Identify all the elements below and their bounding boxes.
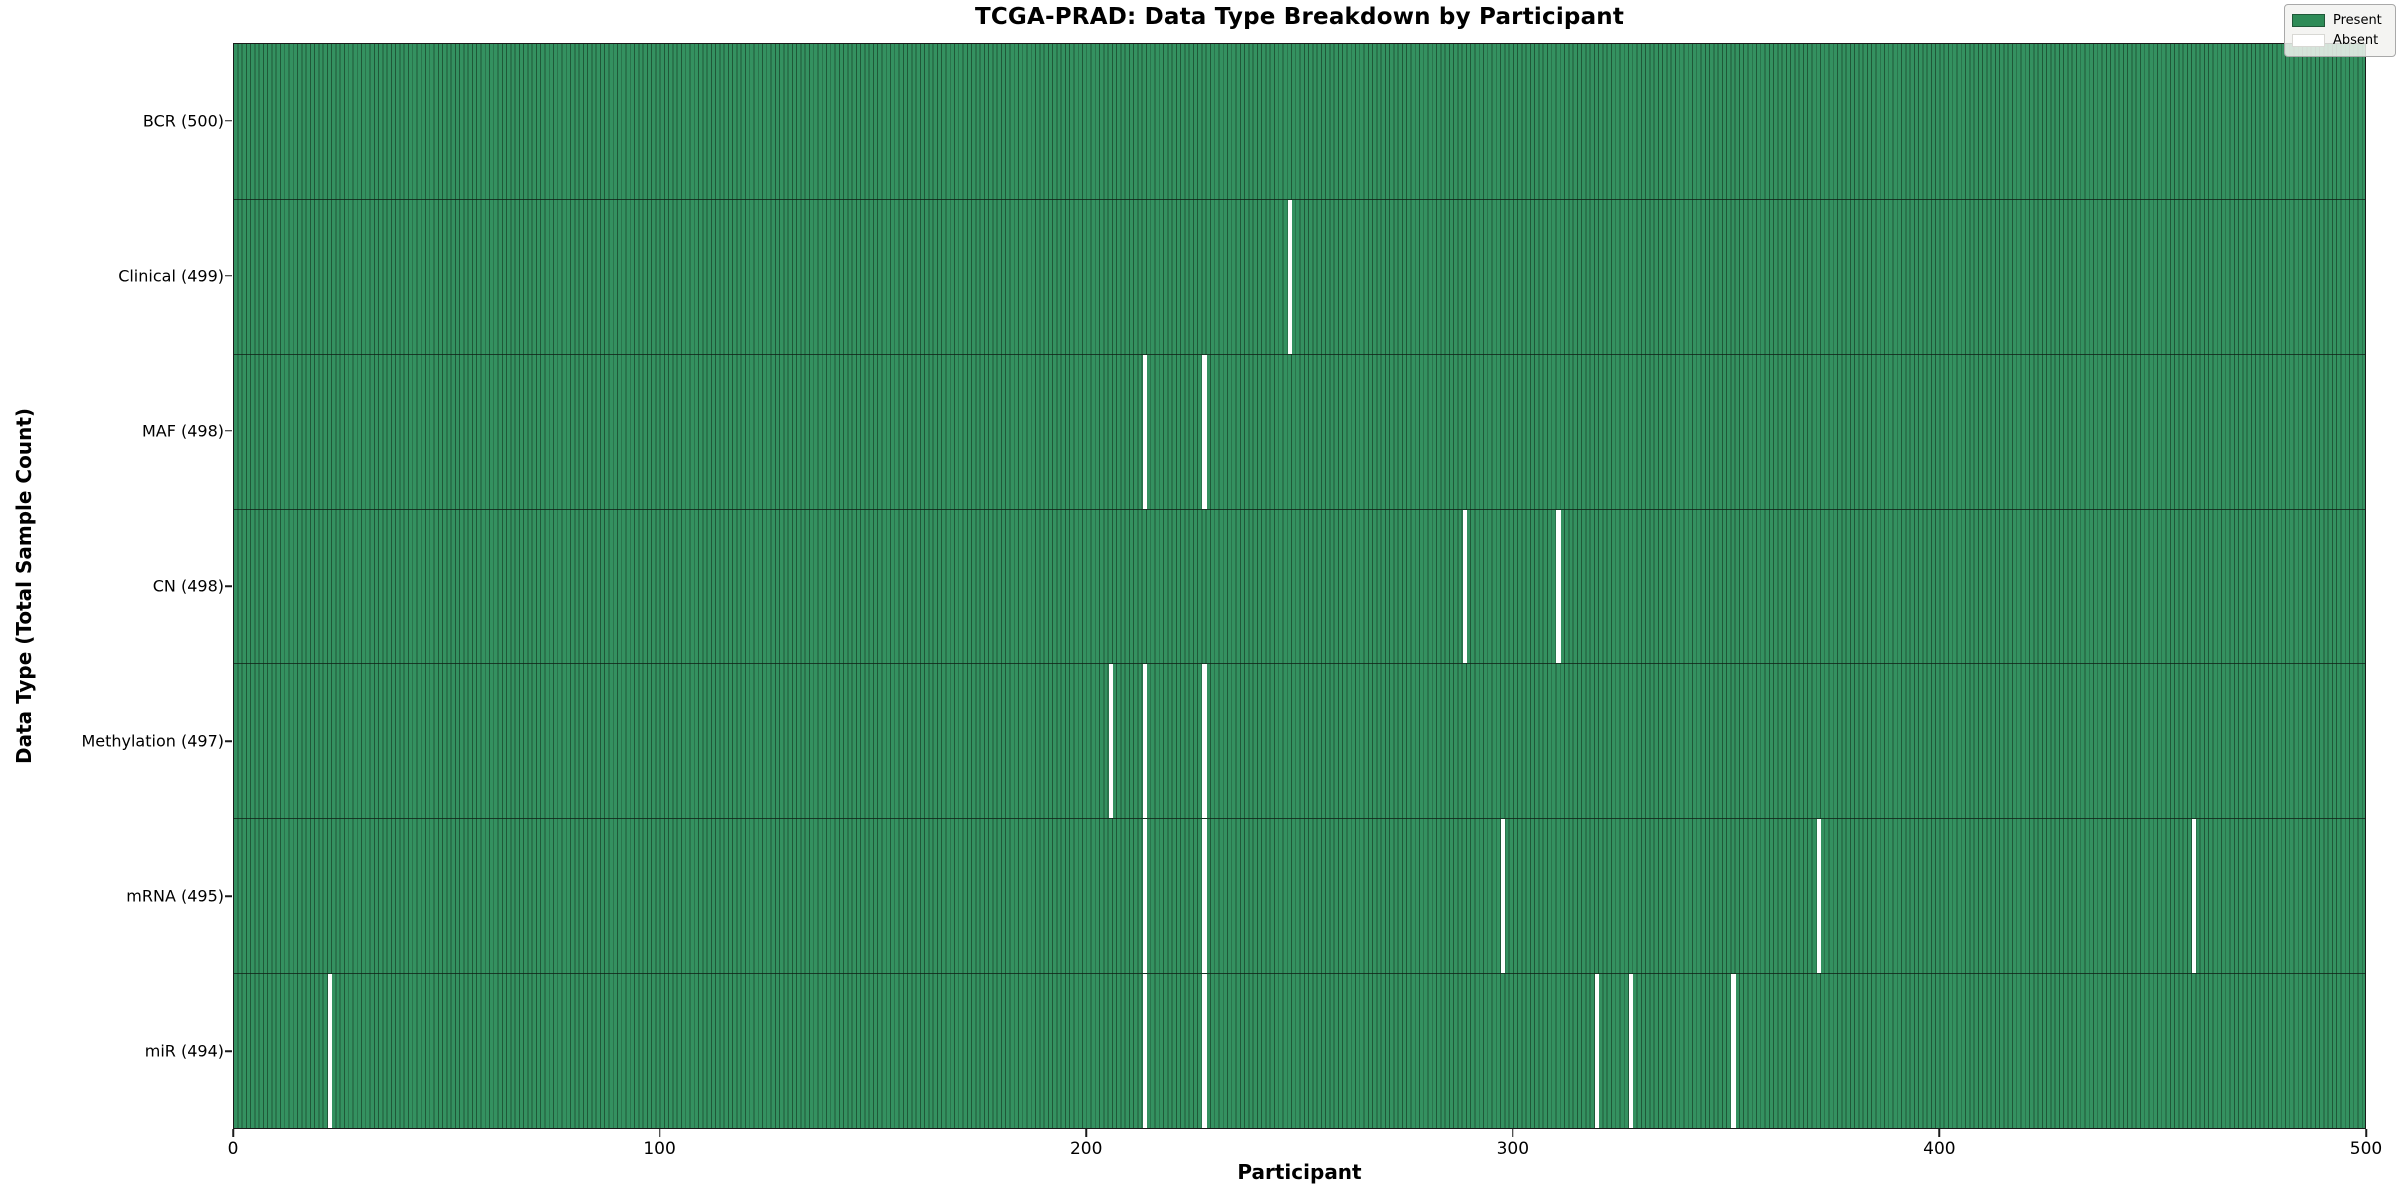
absent-bar-mir-319 <box>1594 974 1600 1128</box>
x-tick-mark <box>658 1129 661 1137</box>
absent-bar-clinical-247 <box>1287 199 1293 354</box>
y-tick-label-clinical: Clinical (499) <box>118 266 224 286</box>
absent-bar-methylation-227 <box>1202 664 1207 819</box>
y-tick-mark <box>225 740 232 742</box>
y-tick-label-methylation: Methylation (497) <box>81 731 224 751</box>
y-tick-label-cn: CN (498) <box>152 576 224 596</box>
absent-bar-maf-227 <box>1202 354 1207 509</box>
absent-bar-mir-351 <box>1731 974 1736 1128</box>
x-tick-mark <box>232 1129 234 1137</box>
absent-bar-mrna-297 <box>1501 819 1506 974</box>
y-tick-mark <box>225 274 232 277</box>
x-tick-mark <box>2365 1129 2367 1137</box>
absent-bar-cn-288 <box>1462 509 1467 664</box>
x-tick-label-400: 400 <box>1923 1139 1956 1159</box>
y-tick-mark <box>225 430 232 432</box>
y-tick-mark <box>225 895 232 898</box>
legend: Present Absent <box>2284 4 2396 57</box>
absent-bar-cn-310 <box>1556 509 1561 664</box>
heatmap-row-mrna <box>234 818 2365 974</box>
x-tick-mark <box>1085 1129 1087 1137</box>
absent-bar-mrna-459 <box>2192 819 2197 974</box>
x-tick-label-500: 500 <box>2349 1139 2383 1159</box>
y-tick-label-mir: miR (494) <box>144 1041 224 1061</box>
plot-area <box>233 43 2366 1129</box>
heatmap-row-mir <box>234 973 2365 1128</box>
absent-bar-mir-327 <box>1628 974 1634 1128</box>
y-tick-label-bcr: BCR (500) <box>142 111 224 131</box>
x-axis-label: Participant <box>1237 1160 1362 1184</box>
x-tick-label-200: 200 <box>1069 1139 1103 1159</box>
heatmap-row-cn <box>234 508 2365 664</box>
absent-bar-mir-227 <box>1202 974 1207 1128</box>
present-swatch-icon <box>2292 13 2325 27</box>
absent-swatch-icon <box>2292 33 2325 47</box>
x-tick-label-0: 0 <box>227 1139 239 1159</box>
absent-bar-maf-213 <box>1142 354 1148 509</box>
x-tick-mark <box>1512 1129 1514 1137</box>
absent-bar-methylation-205 <box>1108 664 1113 819</box>
heatmap-row-bcr <box>234 44 2365 199</box>
absent-bar-mrna-227 <box>1202 819 1207 974</box>
absent-bar-mrna-371 <box>1816 819 1822 974</box>
legend-present-label: Present <box>2333 12 2382 28</box>
y-tick-mark <box>225 585 232 587</box>
legend-entry-present: Present <box>2292 10 2387 30</box>
x-tick-label-300: 300 <box>1496 1139 1530 1159</box>
y-tick-label-mrna: mRNA (495) <box>126 886 224 906</box>
legend-entry-absent: Absent <box>2292 30 2387 50</box>
absent-bar-mir-213 <box>1142 974 1148 1128</box>
y-axis-label: Data Type (Total Sample Count) <box>12 407 36 765</box>
absent-bar-mir-22 <box>327 974 333 1128</box>
chart-title: TCGA-PRAD: Data Type Breakdown by Partic… <box>974 4 1625 30</box>
legend-absent-label: Absent <box>2333 32 2379 48</box>
y-tick-mark <box>225 1050 232 1053</box>
x-tick-mark <box>1938 1129 1941 1137</box>
heatmap-row-maf <box>234 353 2365 509</box>
absent-bar-mrna-213 <box>1142 819 1148 974</box>
heatmap-row-clinical <box>234 198 2365 354</box>
absent-bar-methylation-213 <box>1142 664 1148 819</box>
heatmap-row-methylation <box>234 663 2365 819</box>
x-tick-label-100: 100 <box>643 1139 676 1159</box>
y-tick-mark <box>225 119 232 122</box>
y-tick-label-maf: MAF (498) <box>141 421 224 441</box>
